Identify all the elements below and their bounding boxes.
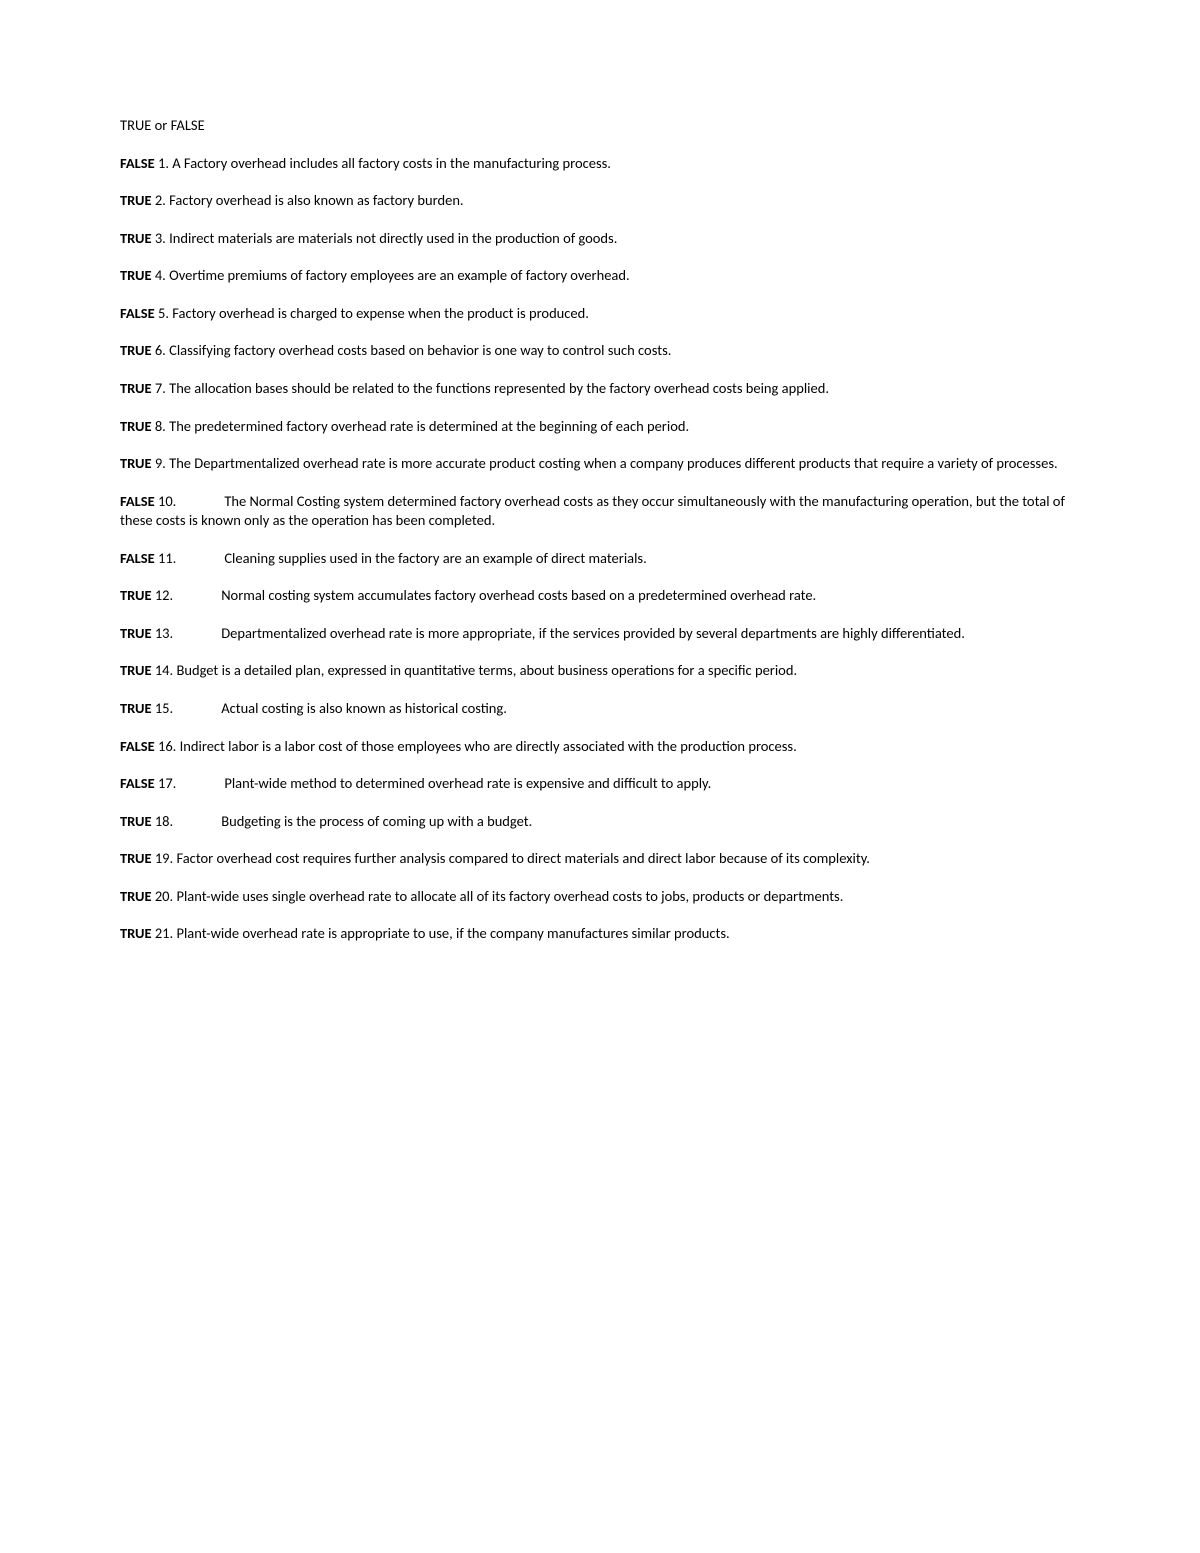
- answer-label: TRUE: [120, 454, 152, 472]
- question-number: 14.: [155, 661, 173, 679]
- answer-label: TRUE: [120, 699, 152, 717]
- question-text: The Normal Costing system determined fac…: [120, 492, 1065, 530]
- question-item: TRUE 2. Factory overhead is also known a…: [120, 191, 1080, 211]
- question-number: 20.: [155, 887, 173, 905]
- answer-label: TRUE: [120, 417, 152, 435]
- question-text: Actual costing is also known as historic…: [221, 699, 507, 717]
- answer-label: TRUE: [120, 229, 152, 247]
- question-number: 9.: [155, 454, 166, 472]
- question-item: FALSE 16. Indirect labor is a labor cost…: [120, 737, 1080, 757]
- question-item: TRUE 15. Actual costing is also known as …: [120, 699, 1080, 719]
- question-number: 1.: [158, 154, 169, 172]
- question-number: 4.: [155, 266, 166, 284]
- question-item: FALSE 1. A Factory overhead includes all…: [120, 154, 1080, 174]
- answer-label: FALSE: [120, 492, 155, 510]
- question-item: TRUE 7. The allocation bases should be r…: [120, 379, 1080, 399]
- answer-label: FALSE: [120, 154, 155, 172]
- question-number: 5.: [158, 304, 169, 322]
- question-text: Factory overhead is charged to expense w…: [172, 304, 589, 322]
- answer-label: FALSE: [120, 549, 155, 567]
- question-number: 15.: [155, 699, 173, 717]
- question-item: TRUE 20. Plant-wide uses single overhead…: [120, 887, 1080, 907]
- question-item: TRUE 3. Indirect materials are materials…: [120, 229, 1080, 249]
- section-heading: TRUE or FALSE: [120, 116, 1080, 136]
- document-page: TRUE or FALSE FALSE 1. A Factory overhea…: [0, 0, 1200, 1553]
- answer-label: TRUE: [120, 887, 152, 905]
- question-item: TRUE 4. Overtime premiums of factory emp…: [120, 266, 1080, 286]
- question-item: TRUE 18. Budgeting is the process of comi…: [120, 812, 1080, 832]
- question-number: 6.: [155, 341, 166, 359]
- items-list: FALSE 1. A Factory overhead includes all…: [120, 154, 1080, 944]
- question-text: A Factory overhead includes all factory …: [172, 154, 611, 172]
- question-text: Normal costing system accumulates factor…: [221, 586, 816, 604]
- question-number: 11.: [158, 549, 176, 567]
- question-item: TRUE 13. Departmentalized overhead rate i…: [120, 624, 1080, 644]
- question-item: TRUE 12. Normal costing system accumulate…: [120, 586, 1080, 606]
- answer-label: TRUE: [120, 924, 152, 942]
- question-text: Factory overhead is also known as factor…: [169, 191, 463, 209]
- question-text: Budgeting is the process of coming up wi…: [221, 812, 532, 830]
- question-text: Departmentalized overhead rate is more a…: [221, 624, 965, 642]
- question-text: Overtime premiums of factory employees a…: [169, 266, 630, 284]
- answer-label: TRUE: [120, 812, 152, 830]
- question-text: The Departmentalized overhead rate is mo…: [169, 454, 1058, 472]
- question-number: 16.: [158, 737, 176, 755]
- question-text: The predetermined factory overhead rate …: [169, 417, 689, 435]
- question-number: 19.: [155, 849, 173, 867]
- question-item: TRUE 8. The predetermined factory overhe…: [120, 417, 1080, 437]
- question-number: 10.: [158, 492, 176, 510]
- answer-label: TRUE: [120, 191, 152, 209]
- answer-label: TRUE: [120, 849, 152, 867]
- question-number: 7.: [155, 379, 166, 397]
- question-number: 17.: [158, 774, 176, 792]
- question-item: FALSE 17. Plant-wide method to determined…: [120, 774, 1080, 794]
- question-text: Budget is a detailed plan, expressed in …: [176, 661, 797, 679]
- answer-label: TRUE: [120, 661, 152, 679]
- answer-label: TRUE: [120, 266, 152, 284]
- question-text: Indirect labor is a labor cost of those …: [180, 737, 797, 755]
- question-item: FALSE 10.The Normal Costing system deter…: [120, 492, 1080, 531]
- question-text: Indirect materials are materials not dir…: [169, 229, 617, 247]
- answer-label: FALSE: [120, 304, 155, 322]
- question-item: FALSE 11. Cleaning supplies used in the f…: [120, 549, 1080, 569]
- answer-label: FALSE: [120, 774, 155, 792]
- question-item: TRUE 21. Plant-wide overhead rate is app…: [120, 924, 1080, 944]
- answer-label: TRUE: [120, 379, 152, 397]
- question-number: 8.: [155, 417, 166, 435]
- question-number: 3.: [155, 229, 166, 247]
- answer-label: TRUE: [120, 341, 152, 359]
- question-item: TRUE 9. The Departmentalized overhead ra…: [120, 454, 1080, 474]
- question-text: Cleaning supplies used in the factory ar…: [224, 549, 646, 567]
- answer-label: TRUE: [120, 624, 152, 642]
- question-text: Plant-wide method to determined overhead…: [224, 774, 711, 792]
- question-number: 13.: [155, 624, 173, 642]
- answer-label: FALSE: [120, 737, 155, 755]
- question-item: TRUE 19. Factor overhead cost requires f…: [120, 849, 1080, 869]
- question-text: Plant-wide overhead rate is appropriate …: [176, 924, 729, 942]
- answer-label: TRUE: [120, 586, 152, 604]
- question-item: FALSE 5. Factory overhead is charged to …: [120, 304, 1080, 324]
- question-number: 2.: [155, 191, 166, 209]
- question-number: 21.: [155, 924, 173, 942]
- question-text: The allocation bases should be related t…: [169, 379, 829, 397]
- question-text: Classifying factory overhead costs based…: [169, 341, 671, 359]
- question-number: 12.: [155, 586, 173, 604]
- question-item: TRUE 6. Classifying factory overhead cos…: [120, 341, 1080, 361]
- question-text: Factor overhead cost requires further an…: [176, 849, 870, 867]
- question-text: Plant-wide uses single overhead rate to …: [176, 887, 843, 905]
- question-item: TRUE 14. Budget is a detailed plan, expr…: [120, 661, 1080, 681]
- question-number: 18.: [155, 812, 173, 830]
